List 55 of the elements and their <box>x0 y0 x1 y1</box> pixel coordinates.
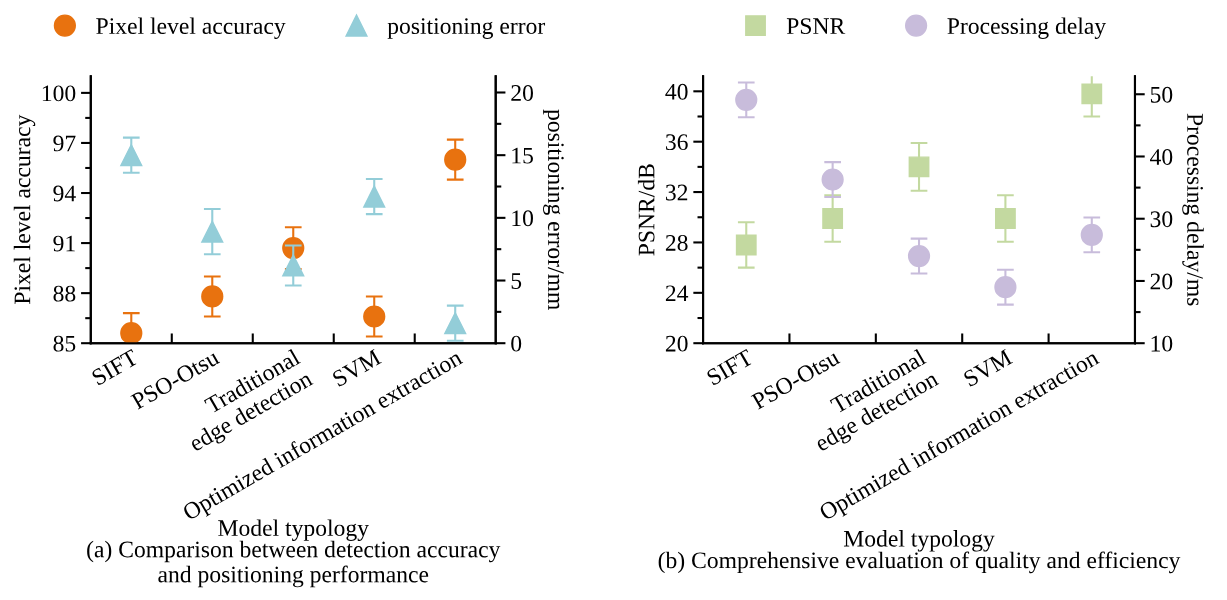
point <box>201 220 224 243</box>
x-axis-title: Model typology <box>843 530 995 552</box>
point <box>822 208 844 229</box>
y-tick-label: 91 <box>53 235 75 252</box>
legend-label: Pixel level accuracy <box>96 17 286 39</box>
point <box>735 88 758 111</box>
y2-tick-label: 50 <box>1150 86 1173 103</box>
y-tick-label: 36 <box>666 134 688 151</box>
point <box>201 285 224 308</box>
legend-label: positioning error <box>387 18 546 39</box>
point <box>444 148 467 171</box>
y-tick-label: 24 <box>665 285 689 302</box>
y-axis-title: PSNR/dB <box>637 164 655 256</box>
y2-axis-title: positioning error/mm <box>543 109 564 310</box>
y-tick-label: 97 <box>53 135 76 152</box>
point <box>1081 83 1103 105</box>
x-tick-label: SVM <box>962 348 1014 388</box>
y-tick-label: 40 <box>665 83 688 100</box>
point <box>821 168 844 191</box>
y2-axis-title: Processing delay/ms <box>1182 113 1204 306</box>
legend-label: PSNR <box>786 18 846 35</box>
y-tick-label: 88 <box>53 285 76 302</box>
point <box>363 185 386 208</box>
x-tick-label: SIFT <box>705 348 755 386</box>
y-axis-title: Pixel level accuracy <box>13 114 36 305</box>
text: (b) Comprehensive evaluation of quality and efficiency <box>658 551 1181 574</box>
y2-tick-label: 15 <box>512 147 533 164</box>
point <box>1080 223 1103 247</box>
point <box>444 312 467 335</box>
point <box>735 234 757 256</box>
point <box>907 244 931 268</box>
point <box>994 208 1016 229</box>
y2-tick-label: 5 <box>511 273 522 289</box>
point <box>120 322 143 344</box>
y-tick-label: 85 <box>53 335 76 352</box>
y2-tick-label: 30 <box>1150 211 1173 228</box>
point <box>282 254 305 277</box>
x-axis-title: Model typology <box>218 519 369 541</box>
point <box>120 144 143 167</box>
y-tick-label: 32 <box>666 184 688 201</box>
text: (a) Comparison between detection accuracy and positioning performance <box>87 540 501 588</box>
legend-label: Processing delay <box>947 17 1107 39</box>
y2-tick-label: 40 <box>1150 148 1173 165</box>
y-tick-label: 100 <box>42 85 76 102</box>
y2-tick-label: 0 <box>511 335 522 352</box>
y2-tick-label: 20 <box>511 84 533 101</box>
y-tick-label: 20 <box>665 335 688 352</box>
point <box>994 276 1017 299</box>
y-tick-label: 28 <box>665 234 688 251</box>
y-tick-label: 94 <box>53 185 76 202</box>
y2-tick-label: 10 <box>1151 335 1173 352</box>
point <box>908 156 930 178</box>
y2-tick-label: 10 <box>512 210 533 227</box>
point <box>363 305 386 328</box>
y2-tick-label: 20 <box>1150 273 1173 290</box>
